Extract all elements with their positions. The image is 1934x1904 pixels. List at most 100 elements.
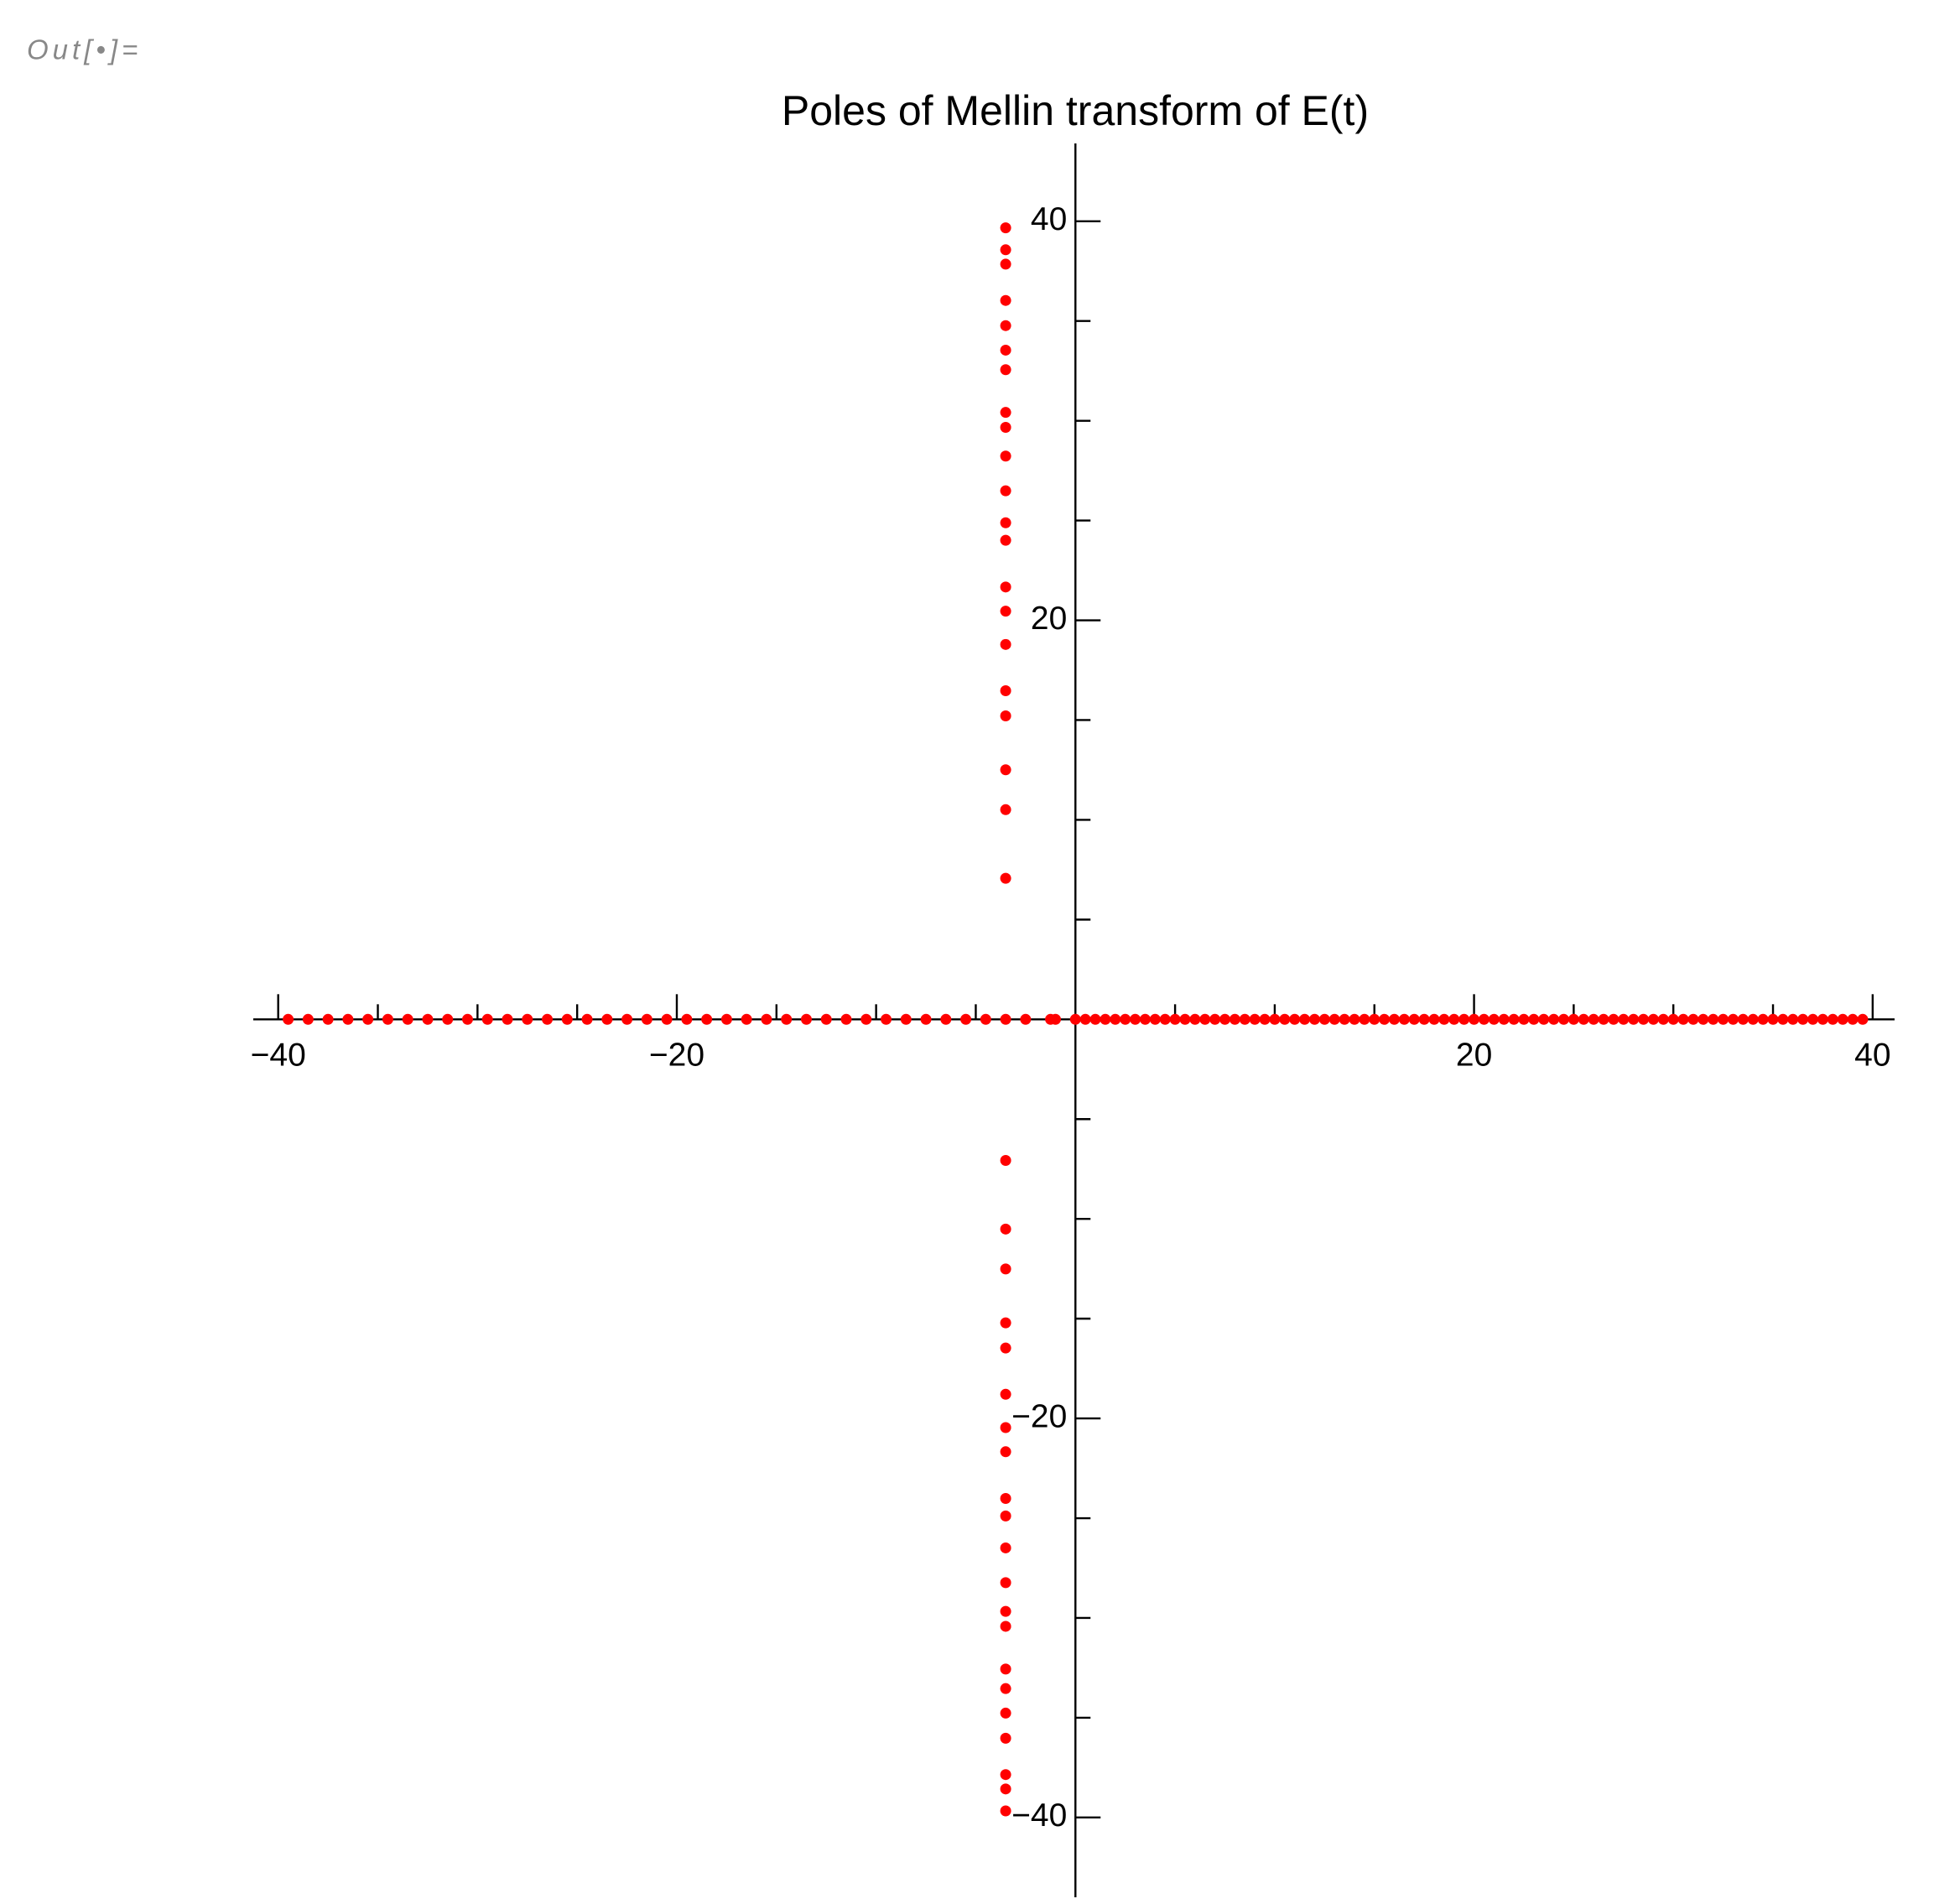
point [1847, 1013, 1859, 1025]
point [1000, 222, 1011, 234]
point [561, 1013, 573, 1025]
point [1318, 1013, 1330, 1025]
point [1777, 1013, 1789, 1025]
point [522, 1013, 533, 1025]
point [402, 1013, 413, 1025]
point [1000, 1263, 1011, 1275]
point [1448, 1013, 1460, 1025]
point [940, 1013, 952, 1025]
point [1787, 1013, 1799, 1025]
point [661, 1013, 673, 1025]
point [1020, 1013, 1032, 1025]
x-tick-label: 40 [1854, 1038, 1890, 1074]
point [1428, 1013, 1440, 1025]
point [1000, 804, 1011, 815]
point [1000, 1577, 1011, 1589]
point [1100, 1013, 1111, 1025]
point [1349, 1013, 1360, 1025]
point [1000, 638, 1011, 650]
point [1528, 1013, 1540, 1025]
point [1000, 320, 1011, 331]
point [1558, 1013, 1570, 1025]
point [1179, 1013, 1191, 1025]
point [1120, 1013, 1131, 1025]
point [1000, 1388, 1011, 1400]
point [1000, 1683, 1011, 1694]
point [283, 1013, 294, 1025]
point [781, 1013, 793, 1025]
point [1438, 1013, 1450, 1025]
point [1000, 1422, 1011, 1433]
point [1767, 1013, 1779, 1025]
point [860, 1013, 872, 1025]
point [1548, 1013, 1560, 1025]
point [1199, 1013, 1211, 1025]
point [1000, 294, 1011, 306]
point [1638, 1013, 1650, 1025]
point [1110, 1013, 1121, 1025]
point [1130, 1013, 1141, 1025]
point [1728, 1013, 1739, 1025]
point [1857, 1013, 1869, 1025]
point [1000, 1154, 1011, 1166]
point [1000, 1342, 1011, 1354]
point [442, 1013, 454, 1025]
point [1389, 1013, 1401, 1025]
point [1708, 1013, 1719, 1025]
point [1747, 1013, 1759, 1025]
point [1398, 1013, 1410, 1025]
point [1478, 1013, 1489, 1025]
point [1299, 1013, 1311, 1025]
point [1697, 1013, 1709, 1025]
x-tick-label: −40 [251, 1038, 306, 1074]
point [1508, 1013, 1520, 1025]
point [1628, 1013, 1640, 1025]
point [1249, 1013, 1261, 1025]
point [1000, 407, 1011, 419]
y-tick-label: 40 [1031, 201, 1067, 237]
y-tick-label: −40 [1011, 1797, 1067, 1834]
point [1089, 1013, 1101, 1025]
point [1000, 1605, 1011, 1617]
point [1209, 1013, 1221, 1025]
point [1618, 1013, 1630, 1025]
point [1418, 1013, 1430, 1025]
point [681, 1013, 693, 1025]
point [1000, 1732, 1011, 1744]
point [1000, 344, 1011, 356]
point [761, 1013, 772, 1025]
point [1000, 872, 1011, 884]
point [1000, 422, 1011, 434]
point [701, 1013, 713, 1025]
point [1598, 1013, 1609, 1025]
point [900, 1013, 912, 1025]
point [1837, 1013, 1848, 1025]
cell-label: Out[•]= [27, 34, 142, 65]
point [1827, 1013, 1838, 1025]
point [1169, 1013, 1181, 1025]
point [1000, 1542, 1011, 1553]
point [1797, 1013, 1809, 1025]
point [1000, 1317, 1011, 1329]
point [1000, 1492, 1011, 1504]
x-tick-label: 20 [1456, 1038, 1492, 1074]
point [1000, 258, 1011, 270]
point [542, 1013, 554, 1025]
point [1308, 1013, 1320, 1025]
point [1000, 485, 1011, 497]
point [342, 1013, 354, 1025]
point [1000, 581, 1011, 593]
point [1000, 1805, 1011, 1817]
point [1328, 1013, 1340, 1025]
y-tick-label: 20 [1031, 601, 1067, 637]
point [1239, 1013, 1250, 1025]
point [820, 1013, 832, 1025]
point [1718, 1013, 1729, 1025]
point [502, 1013, 513, 1025]
point [1000, 517, 1011, 528]
point [1000, 1620, 1011, 1632]
point [1538, 1013, 1550, 1025]
point [1139, 1013, 1151, 1025]
point [1269, 1013, 1281, 1025]
